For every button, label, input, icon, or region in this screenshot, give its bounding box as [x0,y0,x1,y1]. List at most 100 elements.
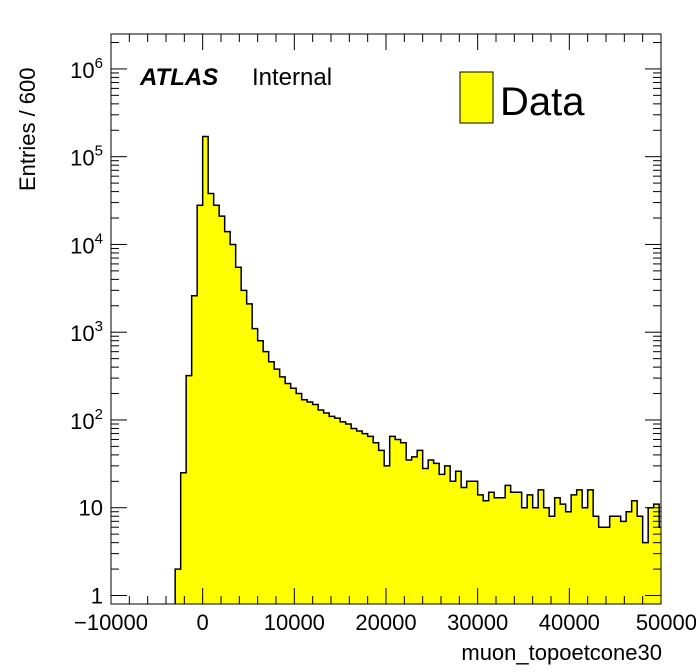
histogram-bin [312,404,319,604]
histogram-bin [587,489,594,604]
histogram-bin [224,231,231,604]
histogram-bin [285,383,291,604]
histogram-bin [461,487,467,604]
histogram-bin [620,521,627,604]
histogram-bin [334,418,341,604]
histogram-bin [499,497,506,604]
histogram-bin [219,216,225,605]
histogram-bin [450,481,456,604]
histogram-bin [505,485,511,604]
histogram-bin [384,465,390,604]
y-tick-label: 104 [70,230,103,258]
histogram-bin [389,436,396,604]
histogram-bin [637,516,643,604]
x-tick-label: 30000 [447,610,508,635]
y-tick-labels: 1 10 102 103 104 105 106 [70,55,103,609]
histogram-bin [290,388,297,604]
histogram-bin [659,527,662,604]
histogram-bin [235,267,242,604]
histogram-bin [422,468,429,604]
histogram-bin [477,494,484,604]
x-tick-label: −10000 [74,610,148,635]
histogram-bin [576,489,583,604]
histogram-bin [263,351,269,604]
y-tick-label: 105 [70,143,103,171]
y-tick-label: 106 [70,55,103,83]
histogram-bin [301,399,308,604]
histogram-bin [241,290,247,604]
histogram-bin [406,459,412,604]
histogram-bin [472,481,478,604]
histogram-bin [378,450,385,604]
histogram-bars [175,136,662,605]
x-axis-title: muon_topoetcone30 [461,640,662,665]
histogram-bin [296,393,302,604]
legend-swatch-data [459,71,494,124]
histogram-bin [593,516,599,604]
histogram-bin [483,500,489,604]
histogram-bin [208,193,214,604]
x-tick-labels: −10000 0 10000 20000 30000 40000 50000 [74,610,696,635]
histogram-bin [494,497,500,604]
histogram-bin [466,481,473,604]
histogram-bin [213,205,220,604]
histogram-bin [631,500,638,604]
histogram-bin [582,507,588,604]
histogram-bin [367,436,374,604]
histogram-bin [202,136,209,604]
histogram-bin [356,430,363,604]
histogram-bin [488,492,495,604]
histogram-bin [307,402,313,604]
histogram-bin [362,433,368,604]
y-tick-label: 102 [70,406,103,434]
histogram-bin [626,511,632,604]
histogram-bin [351,428,357,604]
histogram-outline [174,135,661,604]
histogram-bin [642,542,649,604]
histogram-bin [197,205,203,604]
histogram-bin [268,361,275,604]
axis-ticks [110,34,662,604]
histogram-bin [549,516,555,604]
histogram-bin [329,416,335,604]
histogram-bin [604,527,610,604]
histogram-bin [433,463,440,604]
histogram-bin [279,376,286,604]
histogram-bin [615,516,621,604]
histogram-bin [543,507,550,604]
histogram-bin [527,494,533,604]
histogram-bin [417,450,423,604]
histogram-bin [455,471,462,604]
histogram-bin [521,507,528,604]
histogram-bin [257,340,264,604]
y-tick-label: 103 [70,318,103,346]
histogram-bin [274,369,280,604]
atlas-label: ATLAS [139,64,218,91]
histogram-bin [560,504,566,604]
legend: Data [459,71,585,124]
histogram-bin [373,442,379,604]
histogram-bin [565,511,572,604]
histogram-bin [395,439,401,604]
x-tick-label: 40000 [539,610,600,635]
histogram-bin [180,472,187,604]
x-tick-label: 0 [197,610,209,635]
y-tick-label: 1 [91,583,103,608]
histogram-bin [175,569,181,604]
x-tick-label: 10000 [264,610,325,635]
legend-label-data: Data [500,80,585,124]
y-tick-label: 10 [79,496,103,521]
histogram-bin [598,527,605,604]
histogram-bin [340,421,346,604]
x-tick-label: 50000 [636,610,696,635]
histogram-bin [318,409,324,604]
histogram-bin [516,492,522,604]
histogram-bin [444,465,451,604]
histogram-bin [648,507,654,604]
histogram-bin [554,497,561,604]
histogram-bin [538,489,544,604]
histogram-bin [230,244,236,604]
histogram-bin [510,492,517,604]
x-tick-label: 20000 [355,610,416,635]
